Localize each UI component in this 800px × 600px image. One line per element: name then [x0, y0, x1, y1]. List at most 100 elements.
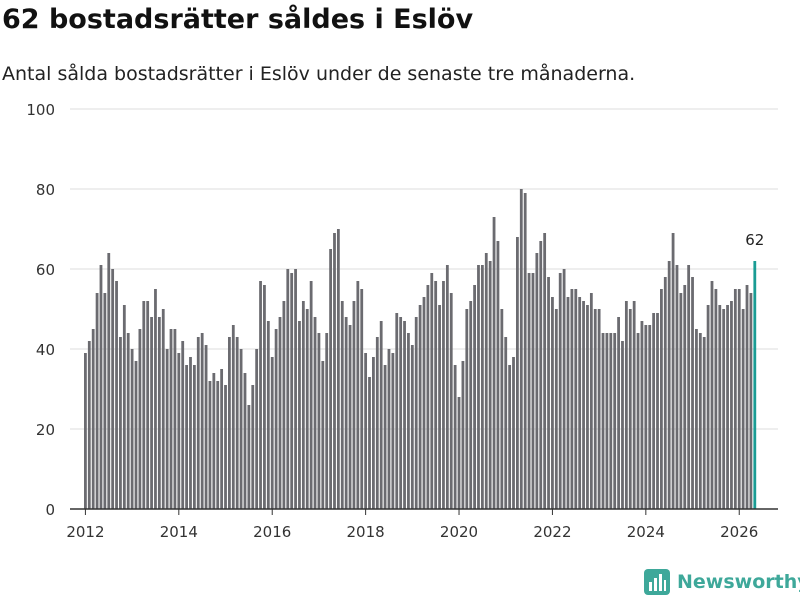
- bar: [344, 317, 348, 509]
- bar: [504, 337, 508, 509]
- bar: [465, 309, 469, 509]
- bar: [523, 193, 527, 509]
- newsworthy-logo[interactable]: Newsworthy: [644, 569, 800, 595]
- bar: [410, 345, 414, 509]
- bar: [718, 305, 722, 509]
- bar: [695, 329, 698, 509]
- bar: [364, 353, 368, 509]
- chart-title: 62 bostadsrätter såldes i Eslöv: [2, 4, 474, 35]
- bar: [605, 333, 609, 509]
- y-tick-label: 80: [36, 181, 55, 199]
- bar: [671, 233, 675, 509]
- bar: [512, 357, 515, 509]
- bar: [426, 285, 430, 509]
- bar: [749, 293, 753, 509]
- bar: [84, 353, 87, 509]
- bar: [430, 273, 434, 509]
- bar: [228, 337, 231, 509]
- bar: [706, 305, 710, 509]
- bar: [204, 345, 208, 509]
- bar: [733, 289, 737, 509]
- bar: [675, 265, 679, 509]
- bar: [442, 281, 445, 509]
- bar: [119, 337, 122, 509]
- x-tick-label: 2024: [627, 523, 665, 541]
- bar: [154, 289, 157, 509]
- bar: [609, 333, 613, 509]
- bar: [352, 301, 356, 509]
- bar: [282, 301, 286, 509]
- bar: [243, 373, 247, 509]
- bar: [333, 233, 336, 509]
- bar: [535, 253, 539, 509]
- bar: [551, 297, 554, 509]
- x-tick-label: 2012: [66, 523, 104, 541]
- bar: [340, 301, 344, 509]
- bar: [298, 321, 301, 509]
- bar: [107, 253, 111, 509]
- bar: [574, 289, 578, 509]
- bar: [391, 353, 395, 509]
- bar: [235, 337, 239, 509]
- bar: [134, 361, 138, 509]
- bar: [200, 333, 204, 509]
- y-tick-label: 40: [36, 341, 55, 359]
- bar: [484, 253, 488, 509]
- newsworthy-bar-icon: [644, 569, 670, 595]
- bar: [356, 281, 360, 509]
- bar: [624, 301, 628, 509]
- bar: [399, 317, 403, 509]
- bar: [379, 321, 383, 509]
- bar: [492, 217, 496, 509]
- bar: [383, 365, 387, 509]
- bar: [368, 377, 371, 509]
- bar: [663, 277, 667, 509]
- bar: [636, 333, 640, 509]
- bar: [593, 309, 597, 509]
- bar: [656, 313, 659, 509]
- x-tick-label: 2026: [720, 523, 758, 541]
- bar: [95, 293, 99, 509]
- bar: [578, 297, 582, 509]
- bar: [737, 289, 741, 509]
- bar: [683, 285, 687, 509]
- bar: [714, 289, 718, 509]
- bar-value-label: 62: [745, 231, 764, 249]
- x-tick-label: 2018: [347, 523, 385, 541]
- bar: [582, 301, 585, 509]
- bar: [543, 233, 547, 509]
- x-tick-label: 2022: [533, 523, 571, 541]
- y-tick-label: 20: [36, 421, 55, 439]
- bar: [644, 325, 648, 509]
- bar: [111, 269, 115, 509]
- bar: [667, 261, 671, 509]
- bar: [554, 309, 558, 509]
- bar: [165, 349, 169, 509]
- bar: [628, 309, 632, 509]
- bar: [294, 269, 297, 509]
- bar: [438, 305, 441, 509]
- bar: [632, 301, 636, 509]
- bar: [91, 329, 95, 509]
- bar: [313, 317, 317, 509]
- bar: [539, 241, 543, 509]
- highlight-bar: [753, 261, 757, 509]
- bar: [212, 373, 216, 509]
- bar: [130, 349, 134, 509]
- bar: [290, 273, 294, 509]
- bar: [157, 317, 161, 509]
- bar: [138, 329, 142, 509]
- bar: [477, 265, 480, 509]
- bar: [691, 277, 694, 509]
- bar: [150, 317, 153, 509]
- bar: [142, 301, 146, 509]
- bar: [372, 357, 375, 509]
- x-tick-label: 2016: [253, 523, 291, 541]
- bar: [597, 309, 601, 509]
- bar: [387, 349, 391, 509]
- bar: [461, 361, 465, 509]
- bar: [407, 333, 410, 509]
- bar: [469, 301, 473, 509]
- bar: [181, 341, 185, 509]
- bar: [601, 333, 605, 509]
